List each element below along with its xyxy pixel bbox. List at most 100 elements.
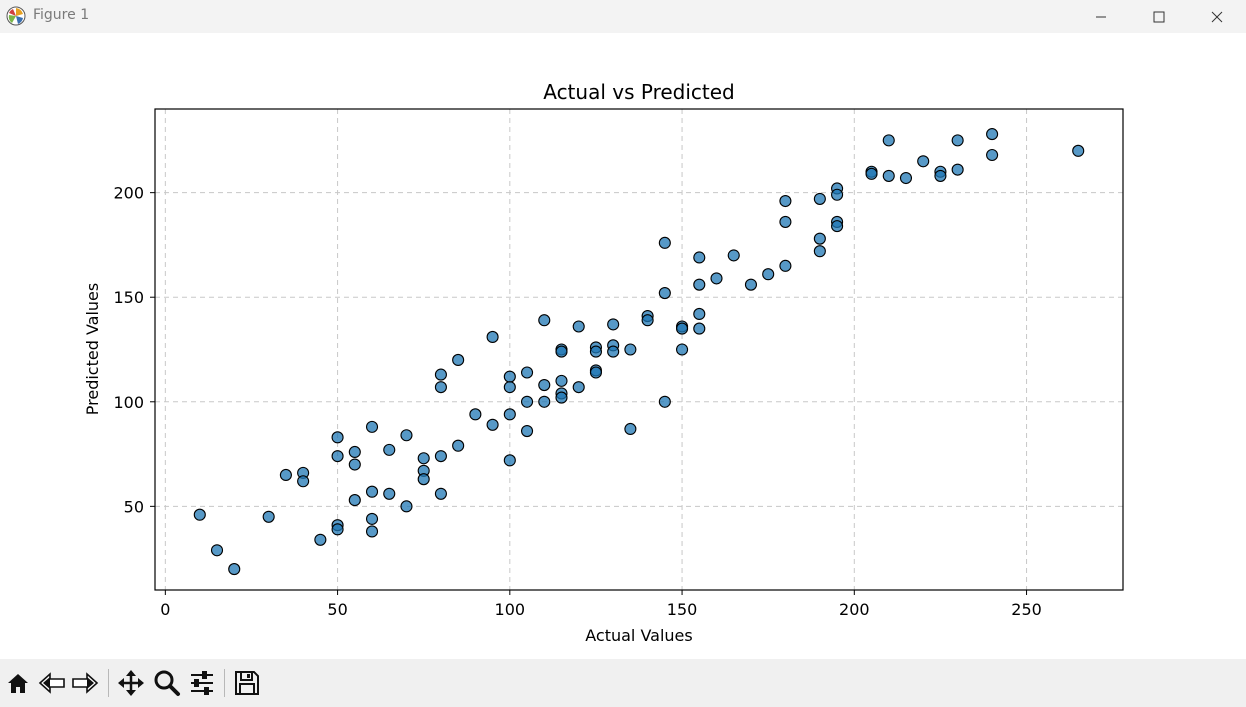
navigation-toolbar	[0, 659, 1246, 707]
window-title: Figure 1	[33, 7, 90, 23]
data-point	[331, 450, 344, 463]
data-point	[831, 188, 844, 201]
data-point	[365, 512, 379, 525]
configure-subplots-icon	[191, 671, 213, 695]
data-point	[434, 450, 447, 463]
data-point	[658, 395, 671, 408]
data-point	[486, 418, 499, 431]
data-point	[882, 134, 895, 147]
data-point	[486, 330, 499, 344]
data-point	[538, 379, 551, 392]
toolbar-separator	[224, 669, 225, 697]
data-point	[279, 468, 292, 482]
data-point	[434, 381, 447, 394]
data-point	[1072, 144, 1085, 157]
zoom-icon	[154, 670, 180, 696]
data-point	[503, 408, 516, 421]
data-point	[193, 508, 206, 521]
save-button[interactable]	[232, 668, 262, 698]
data-point	[831, 220, 844, 233]
data-point	[779, 215, 792, 228]
data-point	[520, 366, 534, 379]
data-point	[538, 314, 551, 327]
data-point	[228, 563, 241, 576]
data-point	[555, 345, 568, 358]
chart-title: Actual vs Predicted	[543, 80, 735, 104]
data-point	[503, 381, 516, 394]
x-tick-label: 150	[667, 600, 698, 619]
data-point	[589, 345, 602, 358]
data-point	[434, 368, 447, 381]
data-point	[710, 272, 723, 285]
home-button[interactable]	[3, 668, 33, 698]
figure-canvas[interactable]: Actual vs Predicted 0 50 100 150 200 250 50 100…	[0, 33, 1246, 659]
axes-frame	[154, 108, 1124, 591]
back-button[interactable]	[37, 668, 67, 698]
data-point	[986, 128, 999, 141]
data-point	[469, 408, 482, 421]
data-point	[555, 391, 568, 404]
data-point	[520, 425, 534, 438]
forward-button[interactable]	[70, 668, 100, 698]
data-point	[331, 523, 344, 536]
maximize-icon	[1153, 11, 1165, 22]
pan-icon	[118, 670, 144, 696]
x-tick-label: 250	[1011, 600, 1042, 619]
close-button[interactable]	[1188, 0, 1246, 33]
forward-icon	[72, 672, 99, 694]
back-icon	[38, 672, 65, 694]
data-point	[572, 320, 585, 333]
grid-lines	[155, 109, 1123, 590]
data-point	[882, 169, 895, 182]
minimize-icon	[1096, 16, 1106, 17]
data-point	[210, 544, 224, 557]
data-points	[193, 128, 1085, 576]
data-point	[676, 322, 689, 335]
data-point	[383, 487, 396, 500]
data-point	[693, 251, 706, 264]
data-point	[383, 443, 396, 456]
data-point	[693, 322, 706, 335]
scatter-chart: Actual vs Predicted 0 50 100 150 200 250 50 100…	[83, 80, 1124, 645]
axis-ticks: 0 50 100 150 200 250 50 100 150 200	[113, 184, 1041, 619]
data-point	[538, 395, 551, 408]
data-point	[400, 500, 413, 513]
data-point	[951, 134, 964, 147]
y-tick-label: 100	[113, 393, 144, 412]
data-point	[503, 454, 516, 467]
close-icon	[1211, 11, 1223, 22]
configure-subplots-button[interactable]	[187, 668, 217, 698]
data-point	[607, 318, 620, 331]
zoom-button[interactable]	[152, 668, 182, 698]
data-point	[727, 249, 740, 262]
data-point	[452, 439, 465, 452]
data-point	[813, 192, 826, 205]
data-point	[624, 422, 637, 436]
data-point	[348, 494, 361, 507]
data-point	[934, 169, 947, 182]
y-axis-label: Predicted Values	[83, 283, 102, 415]
data-point	[365, 525, 379, 538]
data-point	[365, 420, 379, 433]
data-point	[779, 194, 792, 208]
y-tick-label: 50	[124, 497, 144, 516]
x-tick-label: 200	[839, 600, 870, 619]
data-point	[365, 485, 379, 498]
toolbar-separator	[108, 669, 109, 697]
data-point	[331, 431, 344, 444]
data-point	[400, 429, 413, 442]
data-point	[641, 314, 654, 327]
data-point	[607, 345, 620, 358]
data-point	[555, 374, 568, 387]
pan-button[interactable]	[116, 668, 146, 698]
x-tick-label: 50	[327, 600, 347, 619]
matplotlib-app-icon	[6, 6, 26, 26]
data-point	[693, 307, 706, 320]
minimize-button[interactable]	[1072, 0, 1130, 33]
x-axis-label: Actual Values	[585, 626, 692, 645]
data-point	[348, 458, 361, 471]
data-point	[624, 343, 637, 356]
data-point	[262, 510, 275, 523]
maximize-button[interactable]	[1130, 0, 1188, 33]
home-icon	[8, 674, 28, 693]
